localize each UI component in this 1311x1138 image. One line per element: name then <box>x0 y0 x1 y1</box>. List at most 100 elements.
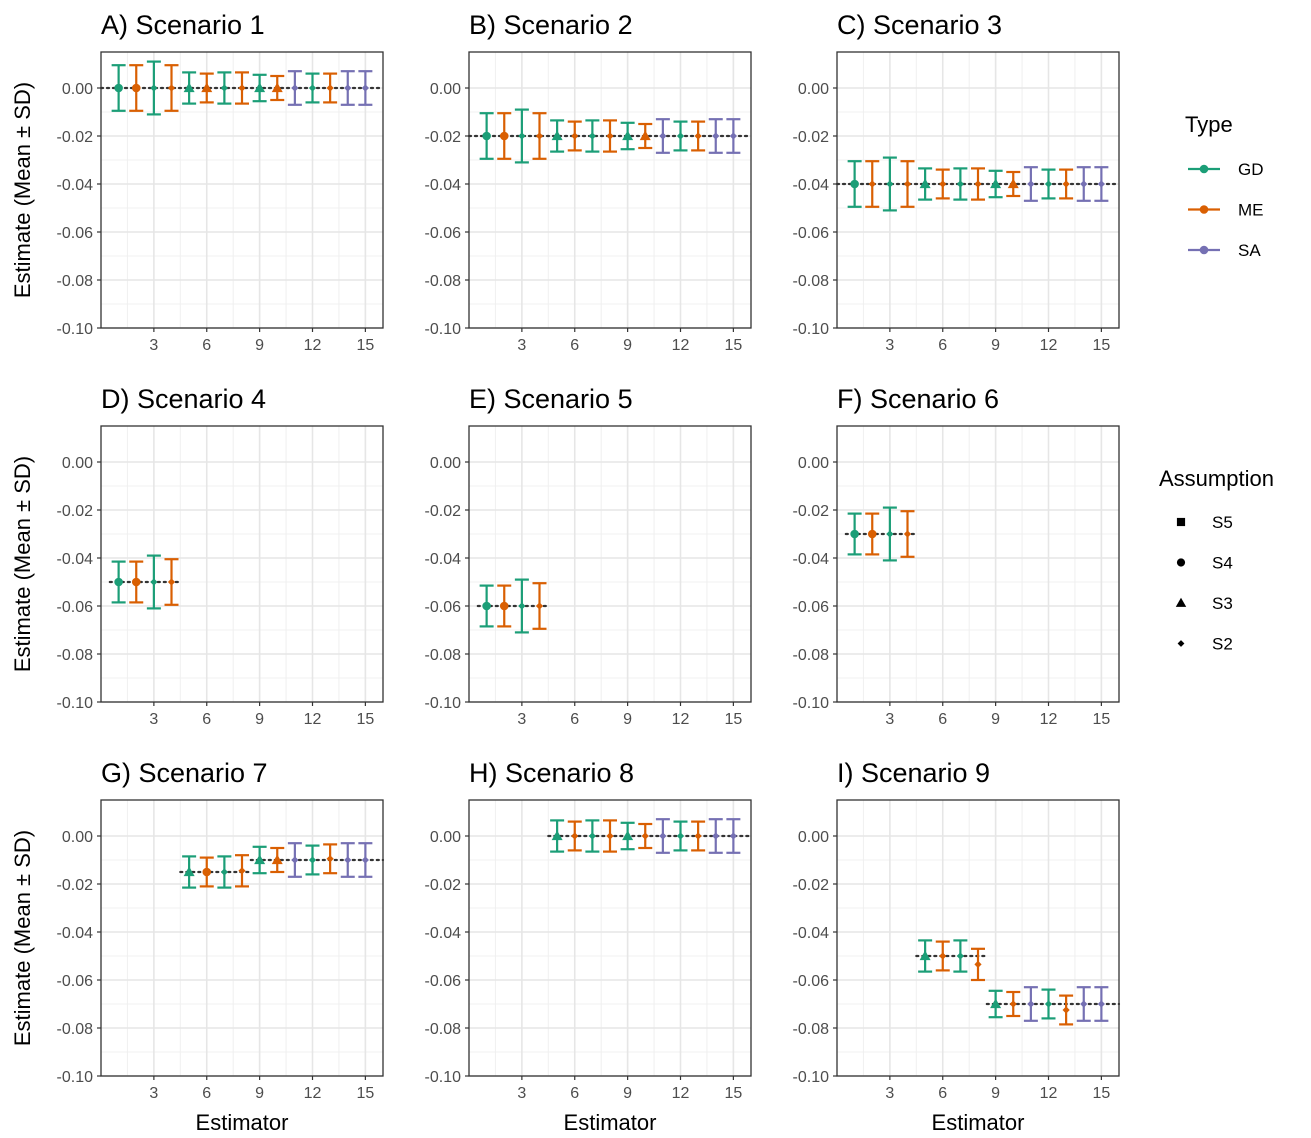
x-tick-label: 12 <box>304 711 322 728</box>
y-tick-label: 0.00 <box>798 81 829 98</box>
y-tick-label: -0.10 <box>425 695 462 712</box>
y-tick-label: 0.00 <box>62 829 93 846</box>
y-tick-label: -0.06 <box>425 225 462 242</box>
point-triangle <box>622 830 634 841</box>
y-tick-label: -0.08 <box>57 273 94 290</box>
y-tick-label: -0.06 <box>425 599 462 616</box>
x-tick-label: 6 <box>938 711 947 728</box>
point-circle <box>499 601 509 611</box>
x-tick-label: 12 <box>304 337 322 354</box>
point-diamond <box>659 832 667 840</box>
point-diamond <box>571 832 579 840</box>
point-diamond <box>344 84 352 92</box>
y-tick-label: -0.08 <box>793 1021 830 1038</box>
point-diamond <box>1177 640 1185 647</box>
point-diamond <box>606 132 614 140</box>
x-tick-label: 15 <box>356 1085 374 1102</box>
point-triangle <box>1175 597 1187 607</box>
point-diamond <box>694 132 702 140</box>
panel-border <box>100 425 384 703</box>
point-diamond <box>167 84 176 92</box>
legend-item-s3: S3 <box>1175 594 1233 613</box>
point-diamond <box>939 180 947 188</box>
x-tick-label: 6 <box>570 1085 579 1102</box>
point-diamond <box>220 868 228 876</box>
y-axis-label: Estimate (Mean ± SD) <box>10 82 35 298</box>
point-circle <box>850 179 859 189</box>
x-axis-label: Estimator <box>564 1110 657 1135</box>
legend-label: S5 <box>1212 513 1233 532</box>
point-diamond <box>903 180 912 188</box>
point-diamond <box>676 132 685 140</box>
point-diamond <box>220 84 228 92</box>
y-tick-label: -0.06 <box>57 225 94 242</box>
point-circle <box>114 577 123 587</box>
y-tick-label: -0.04 <box>57 551 94 568</box>
point-circle <box>867 529 877 539</box>
point-diamond <box>1097 180 1105 188</box>
x-tick-label: 12 <box>1040 337 1058 354</box>
legend-title-type: Type <box>1185 112 1233 137</box>
panel-1: A) Scenario 1 0.00 -0.02 -0.04 -0.06 -0.08 -0.… <box>10 10 385 354</box>
x-tick-label: 6 <box>202 711 211 728</box>
y-tick-label: -0.08 <box>425 1021 462 1038</box>
point-diamond <box>694 832 702 840</box>
legend-assumption: Assumption S5 S4 S3 S2 <box>1159 466 1274 654</box>
legend-key-point <box>1199 205 1209 214</box>
point-diamond <box>729 132 737 140</box>
x-tick-label: 3 <box>885 337 894 354</box>
x-tick-label: 3 <box>885 1085 894 1102</box>
point-diamond <box>291 856 299 864</box>
y-tick-label: 0.00 <box>62 81 93 98</box>
point-triangle <box>551 830 563 841</box>
point-circle <box>114 83 123 93</box>
legend-type: Type GD ME SA <box>1185 112 1264 260</box>
panel-title: A) Scenario 1 <box>101 10 265 40</box>
point-diamond <box>641 832 649 840</box>
point-circle <box>1176 558 1186 567</box>
x-tick-label: 6 <box>570 711 579 728</box>
x-tick-label: 9 <box>623 337 632 354</box>
x-tick-label: 3 <box>149 1085 158 1102</box>
point-diamond <box>518 602 526 610</box>
point-circle <box>131 83 141 93</box>
panel-border <box>836 425 1120 703</box>
legend-item-sa: SA <box>1188 241 1261 260</box>
point-diamond <box>238 84 246 92</box>
point-diamond <box>308 84 317 92</box>
panel-5: E) Scenario 5 0.00 -0.02 -0.04 -0.06 -0.08 -0.… <box>425 384 752 728</box>
point-triangle <box>271 854 283 865</box>
point-diamond <box>1009 1000 1017 1008</box>
panel-border <box>836 799 1120 1077</box>
legend-key-point <box>1199 245 1209 255</box>
point-circle <box>131 577 141 587</box>
y-tick-label: -0.02 <box>57 877 94 894</box>
y-tick-label: -0.08 <box>425 273 462 290</box>
point-circle <box>850 529 859 539</box>
panel-border <box>468 799 752 1077</box>
panel-border <box>468 425 752 703</box>
point-diamond <box>344 856 352 864</box>
y-tick-label: 0.00 <box>430 829 461 846</box>
y-tick-label: -0.04 <box>793 551 830 568</box>
panel-8: H) Scenario 8 0.00 -0.02 -0.04 -0.06 -0.08 -0.… <box>425 758 753 1135</box>
x-tick-label: 3 <box>149 711 158 728</box>
x-tick-label: 9 <box>623 711 632 728</box>
point-triangle <box>1007 178 1019 189</box>
x-tick-label: 15 <box>356 711 374 728</box>
legend-item-gd: GD <box>1188 160 1264 179</box>
y-tick-label: -0.06 <box>57 599 94 616</box>
panel-2: B) Scenario 2 0.00 -0.02 -0.04 -0.06 -0.08 -0.… <box>425 10 753 354</box>
y-tick-label: -0.10 <box>57 1069 94 1086</box>
x-tick-label: 3 <box>517 711 526 728</box>
point-diamond <box>1027 180 1035 188</box>
panel-border <box>468 51 752 329</box>
y-axis-label: Estimate (Mean ± SD) <box>10 456 35 672</box>
y-tick-label: -0.08 <box>793 647 830 664</box>
point-diamond <box>518 132 526 140</box>
point-diamond <box>150 578 158 586</box>
panel-4: D) Scenario 4 0.00 -0.02 -0.04 -0.06 -0.08 -0.… <box>10 384 384 728</box>
x-tick-label: 9 <box>255 711 264 728</box>
point-diamond <box>1044 180 1053 188</box>
